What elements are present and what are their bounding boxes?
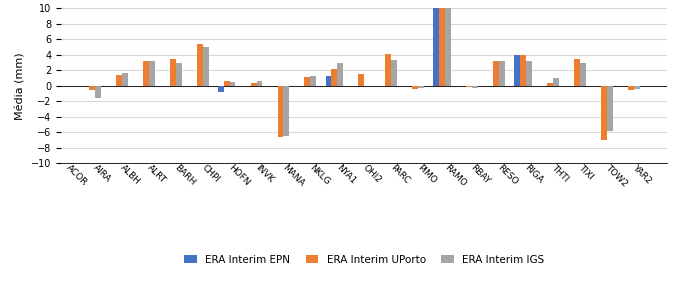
Bar bbox=[439, 8, 445, 86]
Bar bbox=[170, 59, 176, 86]
Bar bbox=[628, 86, 634, 90]
Bar bbox=[122, 72, 127, 86]
Bar bbox=[392, 60, 397, 86]
Bar bbox=[143, 61, 148, 86]
Legend: ERA Interim EPN, ERA Interim UPorto, ERA Interim IGS: ERA Interim EPN, ERA Interim UPorto, ERA… bbox=[180, 251, 549, 269]
Bar bbox=[385, 54, 392, 86]
Bar bbox=[89, 86, 95, 90]
Bar bbox=[574, 60, 580, 86]
Bar bbox=[311, 76, 317, 86]
Bar bbox=[176, 63, 182, 86]
Bar bbox=[332, 69, 337, 86]
Y-axis label: Média (mm): Média (mm) bbox=[16, 52, 26, 119]
Bar bbox=[472, 86, 478, 88]
Bar bbox=[358, 74, 364, 86]
Bar bbox=[283, 86, 289, 136]
Bar bbox=[607, 86, 613, 131]
Bar bbox=[601, 86, 607, 140]
Bar bbox=[514, 55, 520, 86]
Bar bbox=[218, 86, 223, 92]
Bar bbox=[95, 86, 101, 98]
Bar bbox=[326, 76, 332, 86]
Bar bbox=[433, 8, 439, 86]
Bar bbox=[229, 82, 236, 86]
Bar bbox=[634, 86, 640, 89]
Bar bbox=[257, 81, 262, 86]
Bar bbox=[466, 86, 472, 87]
Bar bbox=[526, 61, 532, 86]
Bar bbox=[197, 44, 202, 86]
Bar bbox=[445, 8, 451, 86]
Bar bbox=[223, 81, 229, 86]
Bar bbox=[520, 55, 526, 86]
Bar bbox=[412, 86, 418, 89]
Bar bbox=[547, 83, 553, 86]
Bar bbox=[278, 86, 283, 137]
Bar bbox=[304, 77, 311, 86]
Bar bbox=[499, 61, 505, 86]
Bar bbox=[418, 86, 424, 88]
Bar bbox=[493, 61, 499, 86]
Bar bbox=[148, 61, 155, 86]
Bar bbox=[202, 47, 208, 86]
Bar bbox=[251, 83, 257, 86]
Bar bbox=[580, 63, 586, 86]
Bar bbox=[553, 78, 559, 86]
Bar bbox=[116, 75, 122, 86]
Bar bbox=[337, 63, 343, 86]
